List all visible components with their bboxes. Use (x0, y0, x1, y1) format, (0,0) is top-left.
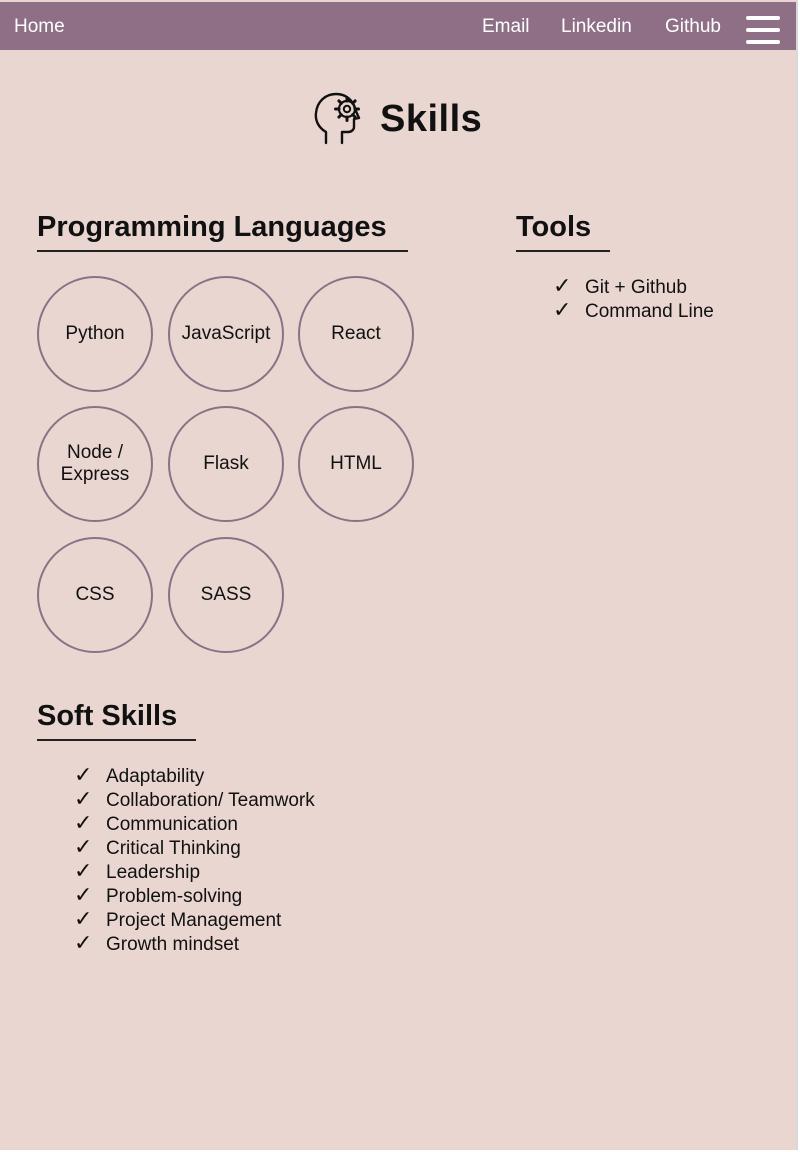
list-item: ✓ Leadership (74, 861, 315, 885)
tools-list: ✓ Git + Github ✓ Command Line (553, 276, 714, 324)
list-item: ✓ Git + Github (553, 276, 714, 300)
skill-circle: SASS (168, 537, 284, 653)
skill-circle: Node / Express (37, 406, 153, 522)
soft-skills-heading: Soft Skills (37, 699, 196, 741)
soft-skill-label: Leadership (106, 862, 201, 883)
soft-skill-label: Problem-solving (106, 886, 243, 907)
list-item: ✓ Project Management (74, 909, 315, 933)
nav-email-link[interactable]: Email (482, 16, 530, 37)
skill-label: Python (65, 323, 125, 344)
list-item: ✓ Collaboration/ Teamwork (74, 789, 315, 813)
checkmark-icon: ✓ (74, 835, 93, 860)
skill-label: CSS (75, 584, 115, 605)
soft-skill-label: Communication (106, 814, 238, 835)
tool-label: Command Line (585, 301, 714, 322)
checkmark-icon: ✓ (553, 298, 572, 323)
nav-home-link[interactable]: Home (14, 16, 65, 37)
skill-label: Flask (203, 453, 249, 474)
skill-label: HTML (330, 453, 382, 474)
list-item: ✓ Command Line (553, 300, 714, 324)
nav-linkedin-link[interactable]: Linkedin (561, 16, 632, 37)
skill-label: JavaScript (181, 323, 271, 344)
hamburger-menu-icon[interactable] (746, 16, 780, 48)
skill-circle: Python (37, 276, 153, 392)
checkmark-icon: ✓ (74, 763, 93, 788)
skill-label: React (331, 323, 381, 344)
soft-skill-label: Collaboration/ Teamwork (106, 790, 315, 811)
list-item: ✓ Communication (74, 813, 315, 837)
list-item: ✓ Adaptability (74, 765, 315, 789)
skill-circle: HTML (298, 406, 414, 522)
skill-circle: JavaScript (168, 276, 284, 392)
programming-languages-heading: Programming Languages (37, 210, 408, 252)
top-nav-bar: Home Email Linkedin Github (0, 2, 796, 50)
checkmark-icon: ✓ (553, 274, 572, 299)
head-gear-icon (314, 92, 361, 145)
skill-circle: Flask (168, 406, 284, 522)
checkmark-icon: ✓ (74, 907, 93, 932)
skill-label: Node / Express (60, 442, 130, 485)
checkmark-icon: ✓ (74, 859, 93, 884)
skill-label: SASS (200, 584, 252, 605)
nav-github-link[interactable]: Github (665, 16, 721, 37)
list-item: ✓ Growth mindset (74, 933, 315, 957)
tools-heading: Tools (516, 210, 610, 252)
page-title: Skills (380, 98, 483, 140)
skill-circle: CSS (37, 537, 153, 653)
checkmark-icon: ✓ (74, 811, 93, 836)
checkmark-icon: ✓ (74, 883, 93, 908)
soft-skill-label: Project Management (106, 910, 282, 931)
list-item: ✓ Critical Thinking (74, 837, 315, 861)
soft-skills-list: ✓ Adaptability ✓ Collaboration/ Teamwork ✓… (74, 765, 315, 957)
checkmark-icon: ✓ (74, 787, 93, 812)
soft-skill-label: Critical Thinking (106, 838, 241, 859)
skill-circle: React (298, 276, 414, 392)
soft-skill-label: Growth mindset (106, 934, 240, 955)
list-item: ✓ Problem-solving (74, 885, 315, 909)
tool-label: Git + Github (585, 277, 687, 298)
soft-skill-label: Adaptability (106, 766, 205, 787)
checkmark-icon: ✓ (74, 931, 93, 956)
